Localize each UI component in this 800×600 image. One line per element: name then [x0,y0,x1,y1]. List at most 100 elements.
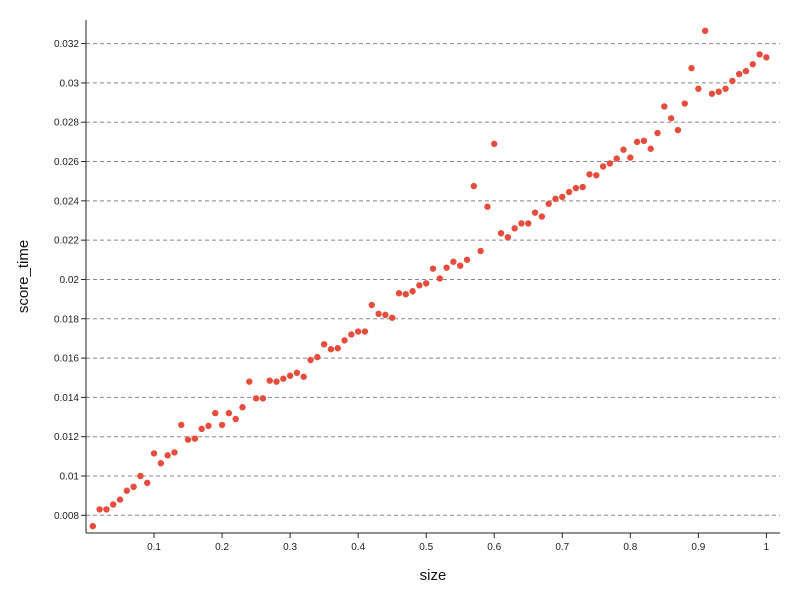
x-tick-label: 0.7 [555,542,569,553]
data-point [518,220,525,227]
data-point [620,146,627,153]
y-tick-label: 0.02 [60,275,80,286]
data-point [470,182,478,190]
data-point [416,282,423,289]
data-point [695,85,702,92]
data-point [552,195,559,203]
data-point [300,373,307,380]
data-point [409,288,416,295]
x-tick-label: 0.6 [487,542,501,553]
data-point [89,522,97,530]
data-point [749,61,756,68]
data-point [375,310,382,318]
data-point [212,409,219,417]
data-point [198,425,205,433]
x-tick-label: 0.5 [419,542,433,553]
y-tick-label: 0.028 [54,118,79,129]
data-point [654,129,661,137]
data-point [110,501,117,508]
data-point [681,100,688,107]
data-point [531,209,539,216]
data-point [341,337,348,344]
data-point [164,452,171,459]
data-point [450,258,457,265]
x-axis-ticks: 0.1 0.2 0.3 0.4 0.5 0.6 0.7 0.8 0.9 1 [147,533,770,553]
data-point [293,369,301,377]
data-point [205,422,212,430]
data-point [246,378,253,385]
data-point [661,103,668,110]
data-point [457,262,464,269]
data-point [259,395,267,402]
data-point [545,200,552,207]
data-point [525,220,532,227]
y-tick-label: 0.014 [54,393,79,404]
data-point [742,67,750,75]
y-tick-label: 0.03 [60,78,80,89]
data-point [627,154,634,161]
data-point [491,140,498,148]
grid-lines [86,43,780,516]
x-tick-label: 1 [764,542,770,553]
data-point [225,409,233,417]
data-point [123,487,131,494]
data-point [239,404,246,411]
data-point [116,496,124,503]
data-point [559,193,566,201]
x-tick-label: 0.9 [691,542,705,553]
data-point [708,90,716,97]
data-point [477,247,484,255]
data-point [320,341,328,348]
y-axis-ticks: 0.008 0.01 0.012 0.014 0.016 0.018 0.02 0.022 0.… [54,39,86,522]
data-point [144,479,151,487]
data-point [395,290,403,297]
data-point [633,138,641,146]
data-point [103,506,110,513]
data-point [504,233,512,241]
data-point [130,483,137,491]
data-point [184,436,192,443]
data-point [382,311,389,319]
y-tick-label: 0.022 [54,236,79,247]
data-point [674,126,682,134]
data-point [688,64,695,72]
y-tick-label: 0.024 [54,196,79,207]
data-point [361,328,369,335]
data-point [280,375,287,382]
x-tick-label: 0.4 [351,542,365,553]
data-point [368,301,375,309]
data-point [715,88,722,95]
data-point [348,331,355,338]
y-tick-label: 0.008 [54,511,79,522]
data-point [572,184,580,192]
data-point [667,115,675,122]
data-point [443,264,450,271]
x-tick-label: 0.2 [215,542,229,553]
data-point [402,290,409,298]
data-point [178,421,185,429]
y-tick-label: 0.032 [54,39,79,50]
y-tick-label: 0.01 [60,472,80,483]
data-point [593,172,600,179]
data-point [137,472,144,480]
data-point [327,346,335,353]
data-point [191,435,199,442]
data-point [647,145,654,152]
y-tick-label: 0.012 [54,432,79,443]
data-point [273,378,280,385]
data-point [436,275,444,282]
data-point [334,345,341,352]
data-point [150,450,158,457]
data-point [463,256,471,263]
y-tick-label: 0.026 [54,157,79,168]
data-point [729,77,736,85]
x-tick-label: 0.8 [623,542,637,553]
data-point [171,449,178,456]
data-point [599,163,607,170]
data-point [266,377,273,384]
data-point [314,353,321,361]
data-point [218,421,226,429]
data-point [422,280,430,287]
data-point [538,213,546,220]
